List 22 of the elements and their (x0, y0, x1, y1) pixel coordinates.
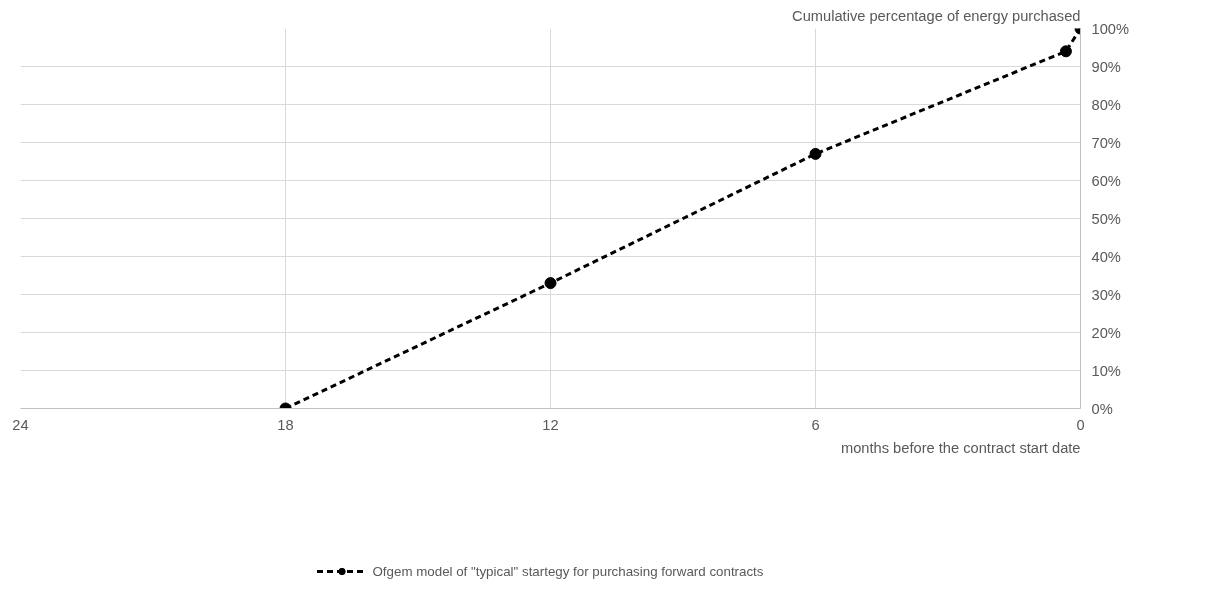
x-tick-label: 12 (542, 416, 559, 433)
y-tick-label: 90% (1091, 58, 1121, 75)
y-tick-label: 50% (1091, 210, 1121, 227)
y-tick-label: 10% (1091, 362, 1121, 379)
point (809, 147, 822, 160)
x-axis-title: months before the contract start date (840, 439, 1081, 456)
y-tick-label: 100% (1091, 20, 1129, 37)
legend-label: Ofgem model of "typical" startegy for purchasing forward contracts (372, 563, 764, 580)
y-tick-label: 0% (1091, 400, 1113, 417)
point (1059, 45, 1072, 58)
y-tick-label: 60% (1091, 172, 1121, 189)
x-tick-label: 6 (811, 416, 820, 433)
y-axis-title: Cumulative percentage of energy purchased (792, 7, 1081, 24)
y-tick-label: 80% (1091, 96, 1121, 113)
x-tick-label: 24 (12, 416, 29, 433)
y-tick-label: 20% (1091, 324, 1121, 341)
point (544, 277, 557, 290)
x-tick-label: 0 (1076, 416, 1085, 433)
y-tick-label: 40% (1091, 248, 1121, 265)
y-tick-label: 70% (1091, 134, 1121, 151)
x-tick-label: 18 (277, 416, 294, 433)
y-tick-label: 30% (1091, 286, 1121, 303)
